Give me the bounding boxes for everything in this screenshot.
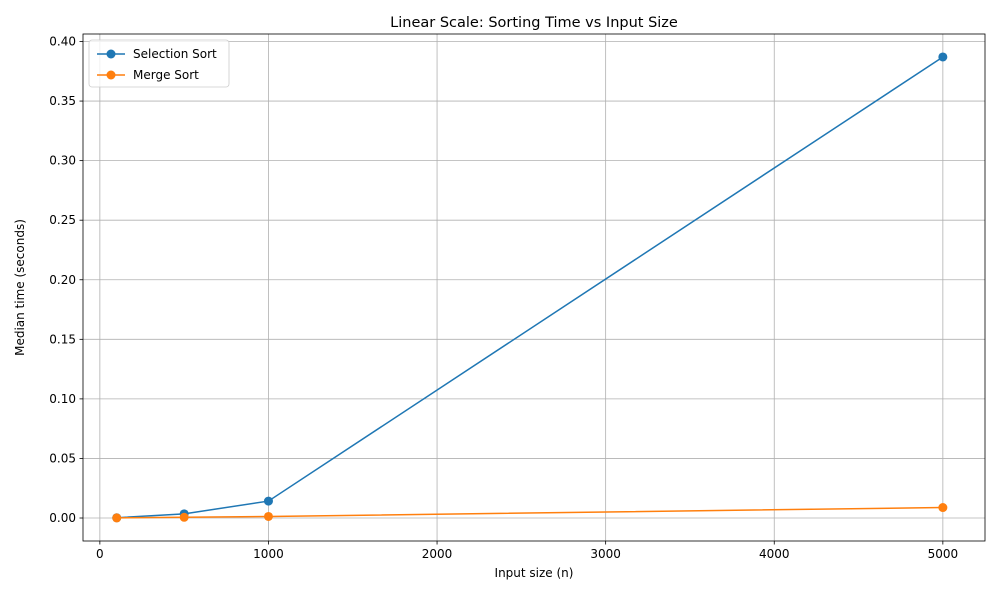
data-point <box>938 503 948 513</box>
y-tick-label: 0.05 <box>49 451 76 465</box>
chart-title: Linear Scale: Sorting Time vs Input Size <box>390 15 678 31</box>
grid <box>83 34 985 541</box>
y-tick-label: 0.30 <box>49 154 76 168</box>
data-point <box>179 512 189 522</box>
x-tick-label: 2000 <box>422 547 453 561</box>
x-tick-label: 5000 <box>928 547 959 561</box>
series-line <box>116 506 943 519</box>
legend-item: Merge Sort <box>97 68 199 82</box>
data-point <box>263 496 273 506</box>
y-tick-label: 0.15 <box>49 332 76 346</box>
y-tick-label: 0.25 <box>49 213 76 227</box>
legend-label: Merge Sort <box>133 68 199 82</box>
x-tick-label: 0 <box>96 547 104 561</box>
plot-frame <box>82 33 986 542</box>
series-line <box>116 56 944 519</box>
x-tick-label: 1000 <box>253 547 284 561</box>
data-point <box>938 52 948 62</box>
y-axis-label: Median time (seconds) <box>13 219 27 356</box>
y-tick-label: 0.40 <box>49 35 76 49</box>
x-tick-label: 3000 <box>590 547 621 561</box>
series-2 <box>112 503 948 523</box>
data-point <box>112 513 122 523</box>
legend-item: Selection Sort <box>97 47 217 61</box>
legend: Selection Sort Merge Sort <box>88 39 230 88</box>
x-axis-label: Input size (n) <box>495 566 574 580</box>
legend-marker <box>106 70 116 80</box>
data-point <box>263 511 273 521</box>
y-tick-label: 0.00 <box>49 511 76 525</box>
series-layer <box>112 52 948 523</box>
axis-ticks: 0 1000 2000 3000 4000 5000 0.00 0.05 0.10 0.15 0.2… <box>49 35 958 561</box>
legend-marker <box>106 49 116 59</box>
x-tick-label: 4000 <box>759 547 790 561</box>
legend-label: Selection Sort <box>133 47 217 61</box>
y-tick-label: 0.10 <box>49 392 76 406</box>
y-tick-label: 0.20 <box>49 273 76 287</box>
y-tick-label: 0.35 <box>49 94 76 108</box>
